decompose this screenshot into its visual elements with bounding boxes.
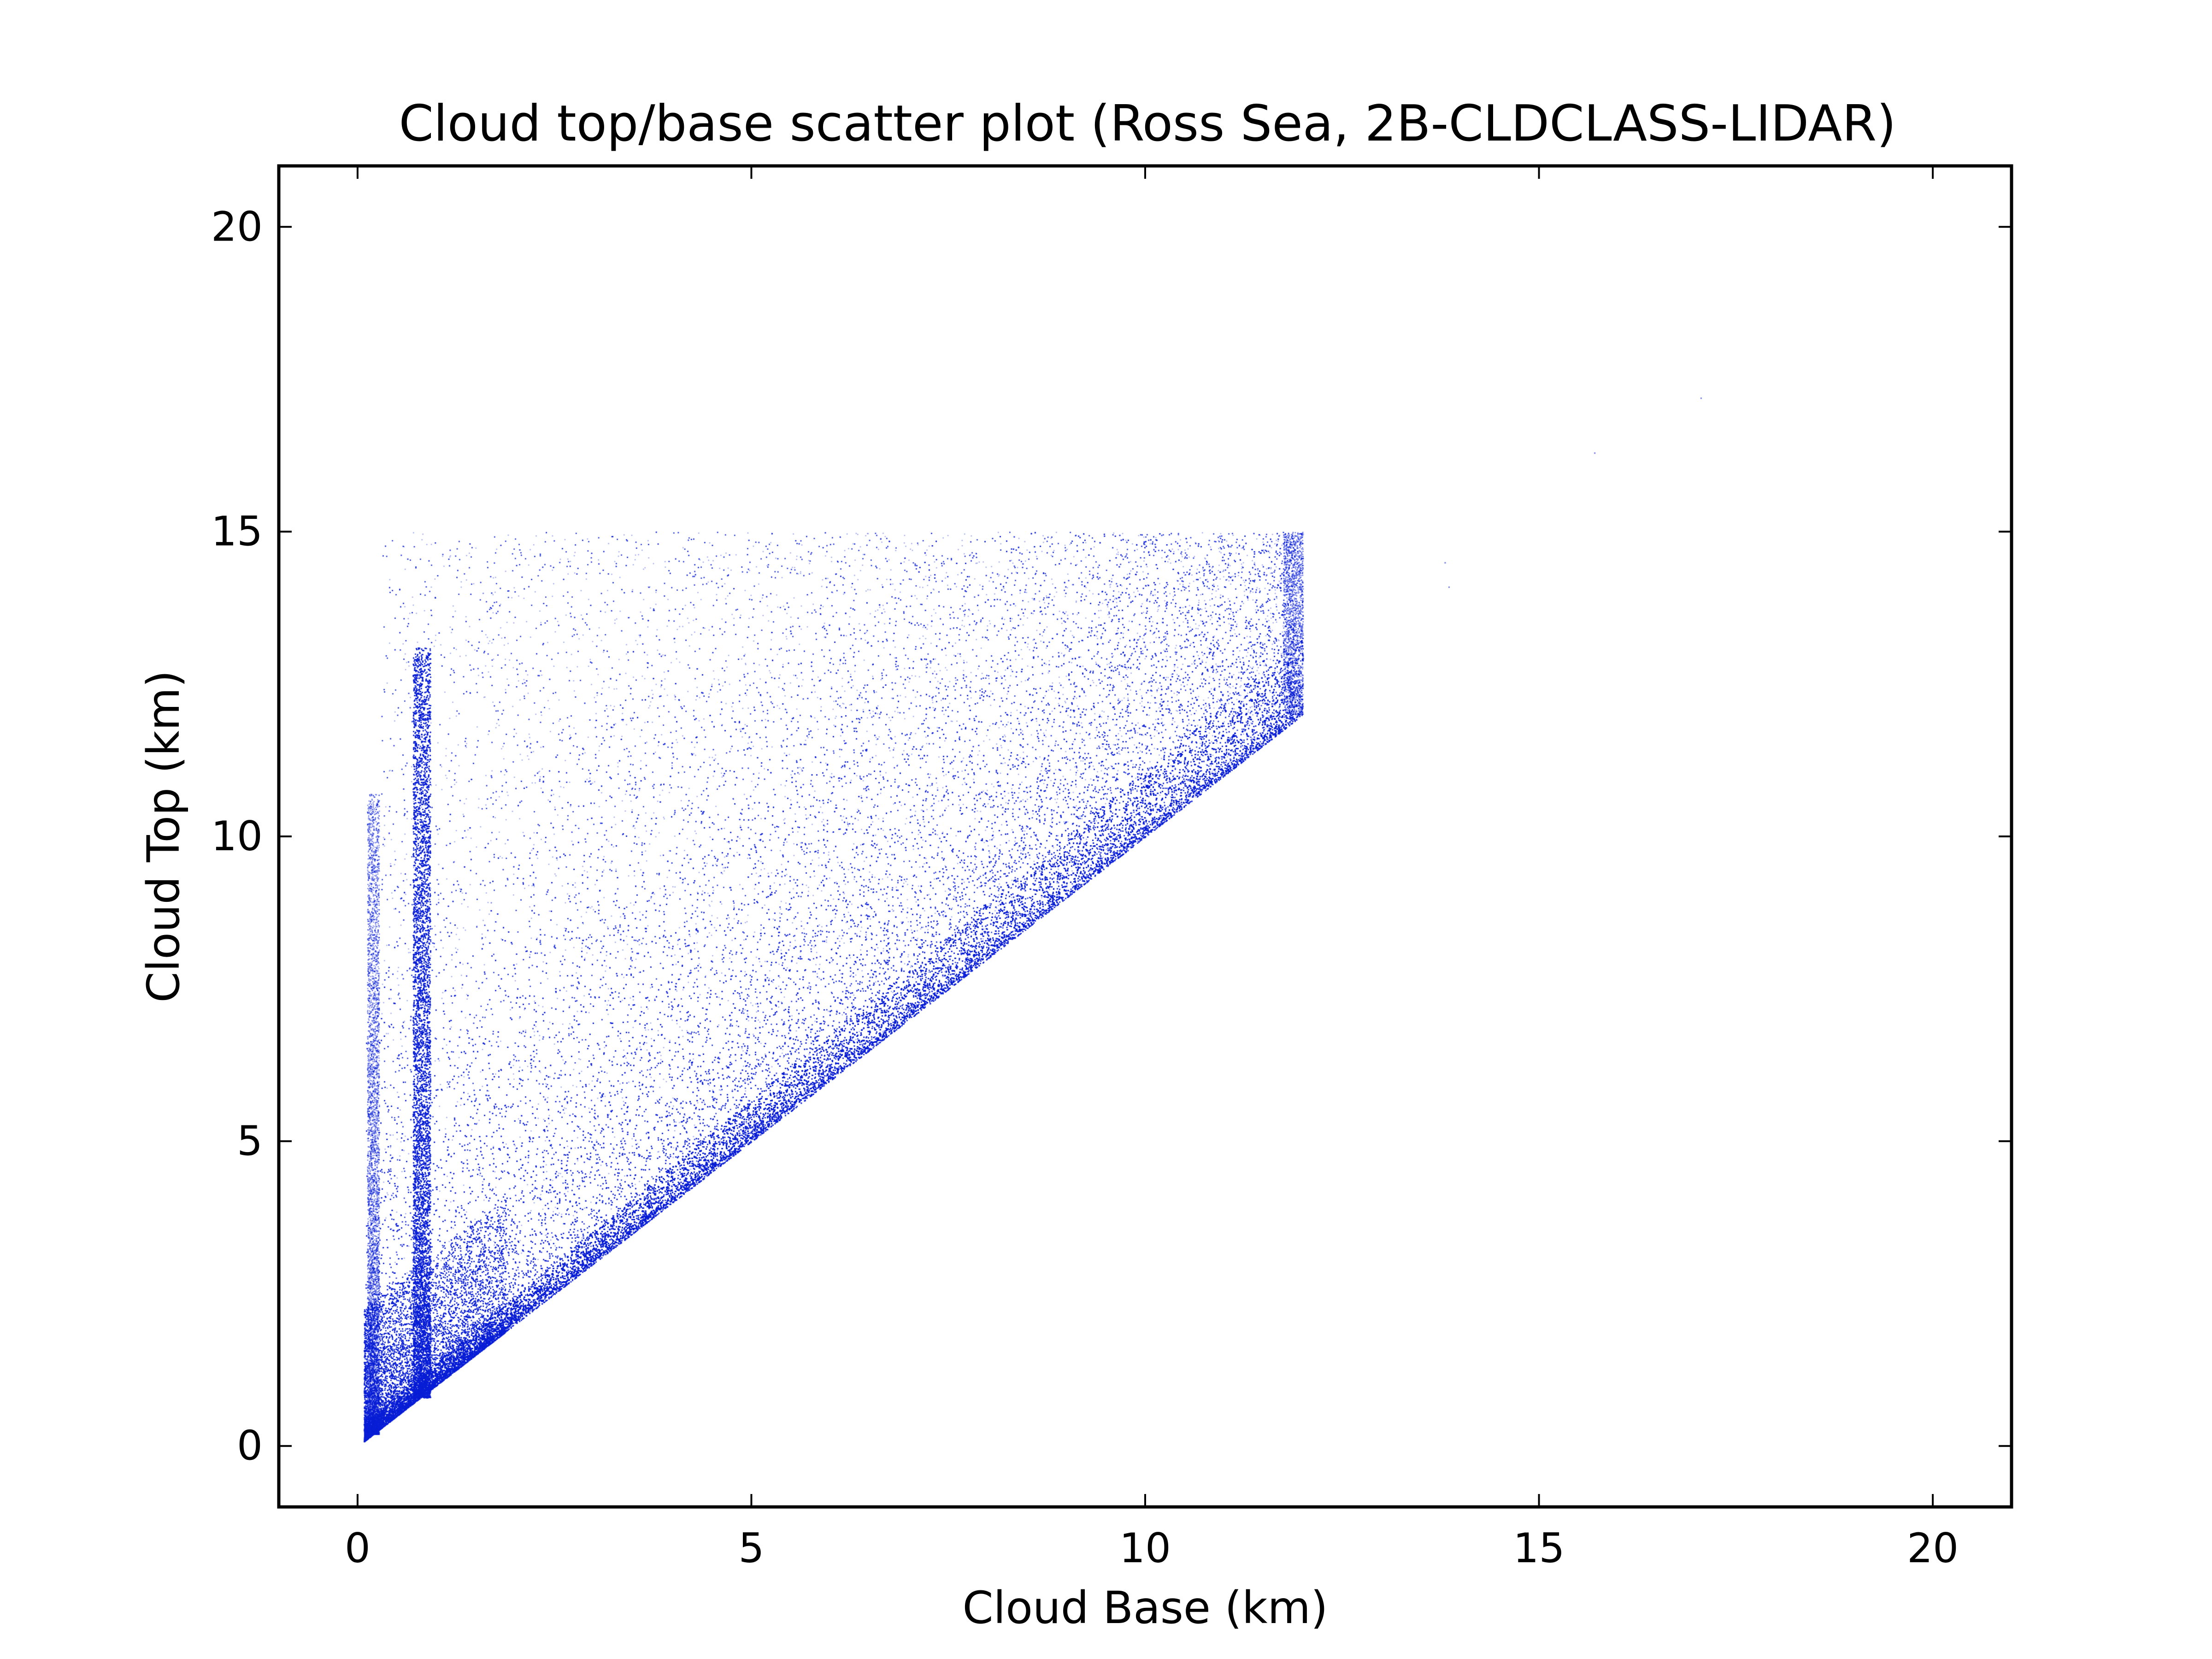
y-tick-label: 0: [237, 1422, 263, 1470]
y-tick-label: 5: [237, 1117, 263, 1165]
y-axis-label: Cloud Top (km): [138, 670, 189, 1002]
x-tick-label: 0: [345, 1524, 371, 1572]
axis-ticks: 0 5 10 15 20 0 5 10 15 20: [211, 166, 2012, 1572]
scatter-points-layer: [279, 166, 2012, 1507]
y-tick-label: 15: [211, 508, 263, 555]
x-tick-label: 5: [738, 1524, 764, 1572]
x-tick-label: 10: [1119, 1524, 1171, 1572]
x-tick-label: 20: [1907, 1524, 1959, 1572]
y-tick-label: 10: [211, 812, 263, 860]
y-tick-label: 20: [211, 203, 263, 250]
chart-title: Cloud top/base scatter plot (Ross Sea, 2…: [399, 95, 1896, 153]
x-tick-label: 15: [1513, 1524, 1565, 1572]
x-axis-label: Cloud Base (km): [962, 1582, 1328, 1634]
